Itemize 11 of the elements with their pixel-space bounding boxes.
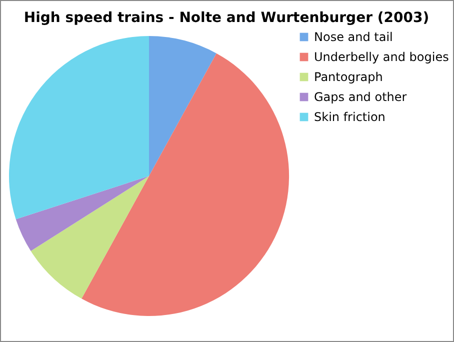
pie-slice bbox=[9, 36, 149, 220]
legend-label: Pantograph bbox=[314, 70, 383, 84]
chart-title: High speed trains - Nolte and Wurtenburger (2003) bbox=[24, 10, 430, 26]
legend-label: Gaps and other bbox=[314, 90, 407, 104]
pie-slice bbox=[149, 36, 216, 176]
legend-label: Underbelly and bogies bbox=[314, 50, 449, 64]
pie-slice bbox=[16, 176, 149, 252]
pie-slice bbox=[30, 176, 149, 299]
legend-label: Nose and tail bbox=[314, 30, 393, 44]
legend-label: Skin friction bbox=[314, 110, 386, 124]
pie-slice bbox=[82, 53, 289, 316]
